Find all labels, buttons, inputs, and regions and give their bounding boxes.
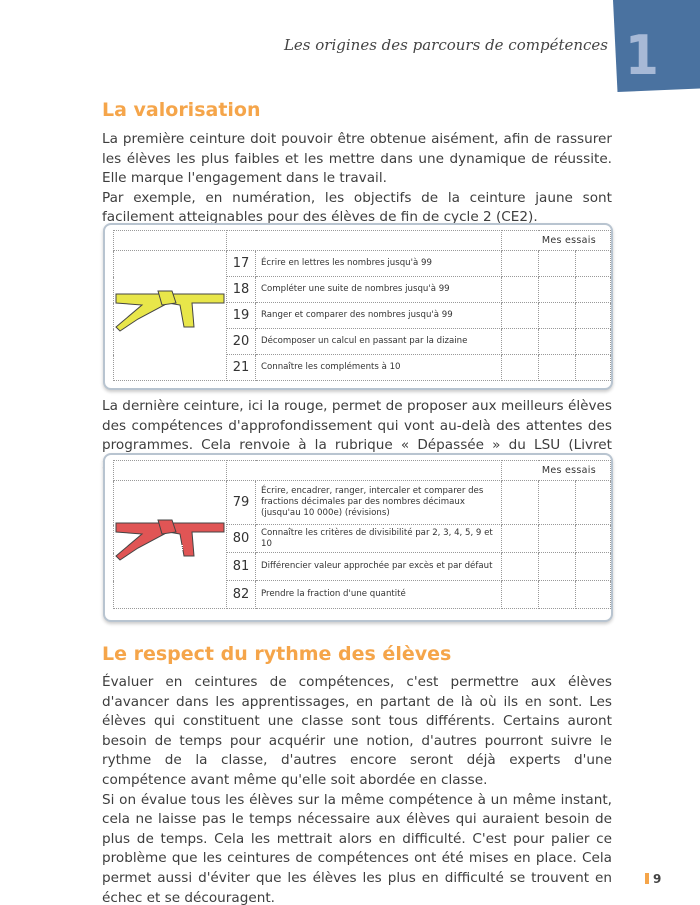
table-row: 18 Compléter une suite de nombres jusqu'… xyxy=(114,276,611,303)
attempt-cell[interactable] xyxy=(538,480,576,525)
competency-text: Écrire en lettres les nombres jusqu'à 99 xyxy=(255,250,502,277)
attempt-cell[interactable] xyxy=(501,354,539,381)
section-title: Le respect du rythme des élèves xyxy=(102,643,452,665)
attempt-cell[interactable] xyxy=(575,302,611,329)
competency-text: Ranger et comparer des nombres jusqu'à 9… xyxy=(255,302,502,329)
competency-text: Prendre la fraction d'une quantité xyxy=(255,580,502,609)
table-row: 82 Prendre la fraction d'une quantité xyxy=(114,580,611,609)
paragraph: La première ceinture doit pouvoir être o… xyxy=(102,131,612,187)
attempt-cell[interactable] xyxy=(501,276,539,303)
competency-text: Écrire, encadrer, ranger, intercaler et … xyxy=(255,480,502,525)
chapter-number: 1 xyxy=(625,24,659,87)
attempt-cell[interactable] xyxy=(575,328,611,355)
attempt-cell[interactable] xyxy=(501,480,539,525)
competency-text: Connaître les critères de divisibilité p… xyxy=(255,524,502,553)
competency-number: 19 xyxy=(226,302,256,329)
paragraph: Si on évalue tous les élèves sur la même… xyxy=(102,791,612,905)
belt-table-red: Mes essais ROUGE 79 Écrire, encadrer, ran… xyxy=(103,453,613,622)
belt-icon: ROUGE xyxy=(115,519,225,561)
paragraph: Par exemple, en numération, les objectif… xyxy=(102,189,612,226)
competency-number: 18 xyxy=(226,276,256,303)
competency-number: 20 xyxy=(226,328,256,355)
belt-label: ROUGE xyxy=(156,544,184,552)
belt-cell: ROUGE xyxy=(113,480,227,609)
attempt-cell[interactable] xyxy=(575,480,611,525)
page-marker xyxy=(645,873,649,884)
belt-table-yellow: Mes essais JAUNE 17 Écrire en lettres les… xyxy=(103,223,613,390)
table-row: ROUGE 79 Écrire, encadrer, ranger, interc… xyxy=(113,480,611,609)
competency-text: Différencier valeur approchée par excès … xyxy=(255,552,502,581)
attempt-cell[interactable] xyxy=(575,552,611,581)
attempts-header: Mes essais xyxy=(501,230,611,251)
page-number-text: 9 xyxy=(653,872,662,886)
attempt-cell[interactable] xyxy=(501,524,539,553)
belt-cell: JAUNE xyxy=(113,250,227,381)
section-title: La valorisation xyxy=(102,99,261,121)
competency-number: 21 xyxy=(226,354,256,381)
table-row: 20 Décomposer un calcul en passant par l… xyxy=(114,328,611,355)
belt-icon: JAUNE xyxy=(115,290,225,332)
attempt-cell[interactable] xyxy=(538,524,576,553)
competency-table: Mes essais JAUNE 17 Écrire en lettres les… xyxy=(113,230,611,381)
competency-number: 80 xyxy=(226,524,256,553)
attempt-cell[interactable] xyxy=(538,354,576,381)
attempt-cell[interactable] xyxy=(575,524,611,553)
competency-number: 82 xyxy=(226,580,256,609)
attempt-cell[interactable] xyxy=(538,302,576,329)
attempt-cell[interactable] xyxy=(501,302,539,329)
attempt-cell[interactable] xyxy=(575,354,611,381)
attempt-cell[interactable] xyxy=(538,552,576,581)
paragraph: La dernière ceinture, ici la rouge, perm… xyxy=(102,398,612,473)
competency-text: Compléter une suite de nombres jusqu'à 9… xyxy=(255,276,502,303)
chapter-tab: 1 xyxy=(613,0,700,92)
attempt-cell[interactable] xyxy=(501,552,539,581)
competency-text: Connaître les compléments à 10 xyxy=(255,354,502,381)
attempt-cell[interactable] xyxy=(575,580,611,609)
attempt-cell[interactable] xyxy=(501,328,539,355)
table-row: JAUNE 17 Écrire en lettres les nombres ju… xyxy=(113,250,611,381)
attempt-cell[interactable] xyxy=(538,276,576,303)
attempt-cell[interactable] xyxy=(538,580,576,609)
competency-table: Mes essais ROUGE 79 Écrire, encadrer, ran… xyxy=(113,460,611,609)
attempt-cell[interactable] xyxy=(538,250,576,277)
competency-number: 79 xyxy=(226,480,256,525)
running-title: Les origines des parcours de compétences xyxy=(283,36,608,54)
attempt-cell[interactable] xyxy=(501,580,539,609)
competency-number: 81 xyxy=(226,552,256,581)
competency-text: Décomposer un calcul en passant par la d… xyxy=(255,328,502,355)
section-paragraphs: La première ceinture doit pouvoir être o… xyxy=(102,130,612,228)
page-number: 9 xyxy=(645,872,661,886)
section-paragraphs: Évaluer en ceintures de compétences, c'e… xyxy=(102,673,612,905)
belt-label: JAUNE xyxy=(155,315,180,323)
paragraph: Évaluer en ceintures de compétences, c'e… xyxy=(102,674,612,788)
attempts-header: Mes essais xyxy=(501,460,611,481)
table-row: 21 Connaître les compléments à 10 xyxy=(114,354,611,381)
attempt-cell[interactable] xyxy=(575,276,611,303)
competency-number: 17 xyxy=(226,250,256,277)
attempt-cell[interactable] xyxy=(575,250,611,277)
attempt-cell[interactable] xyxy=(538,328,576,355)
attempt-cell[interactable] xyxy=(501,250,539,277)
